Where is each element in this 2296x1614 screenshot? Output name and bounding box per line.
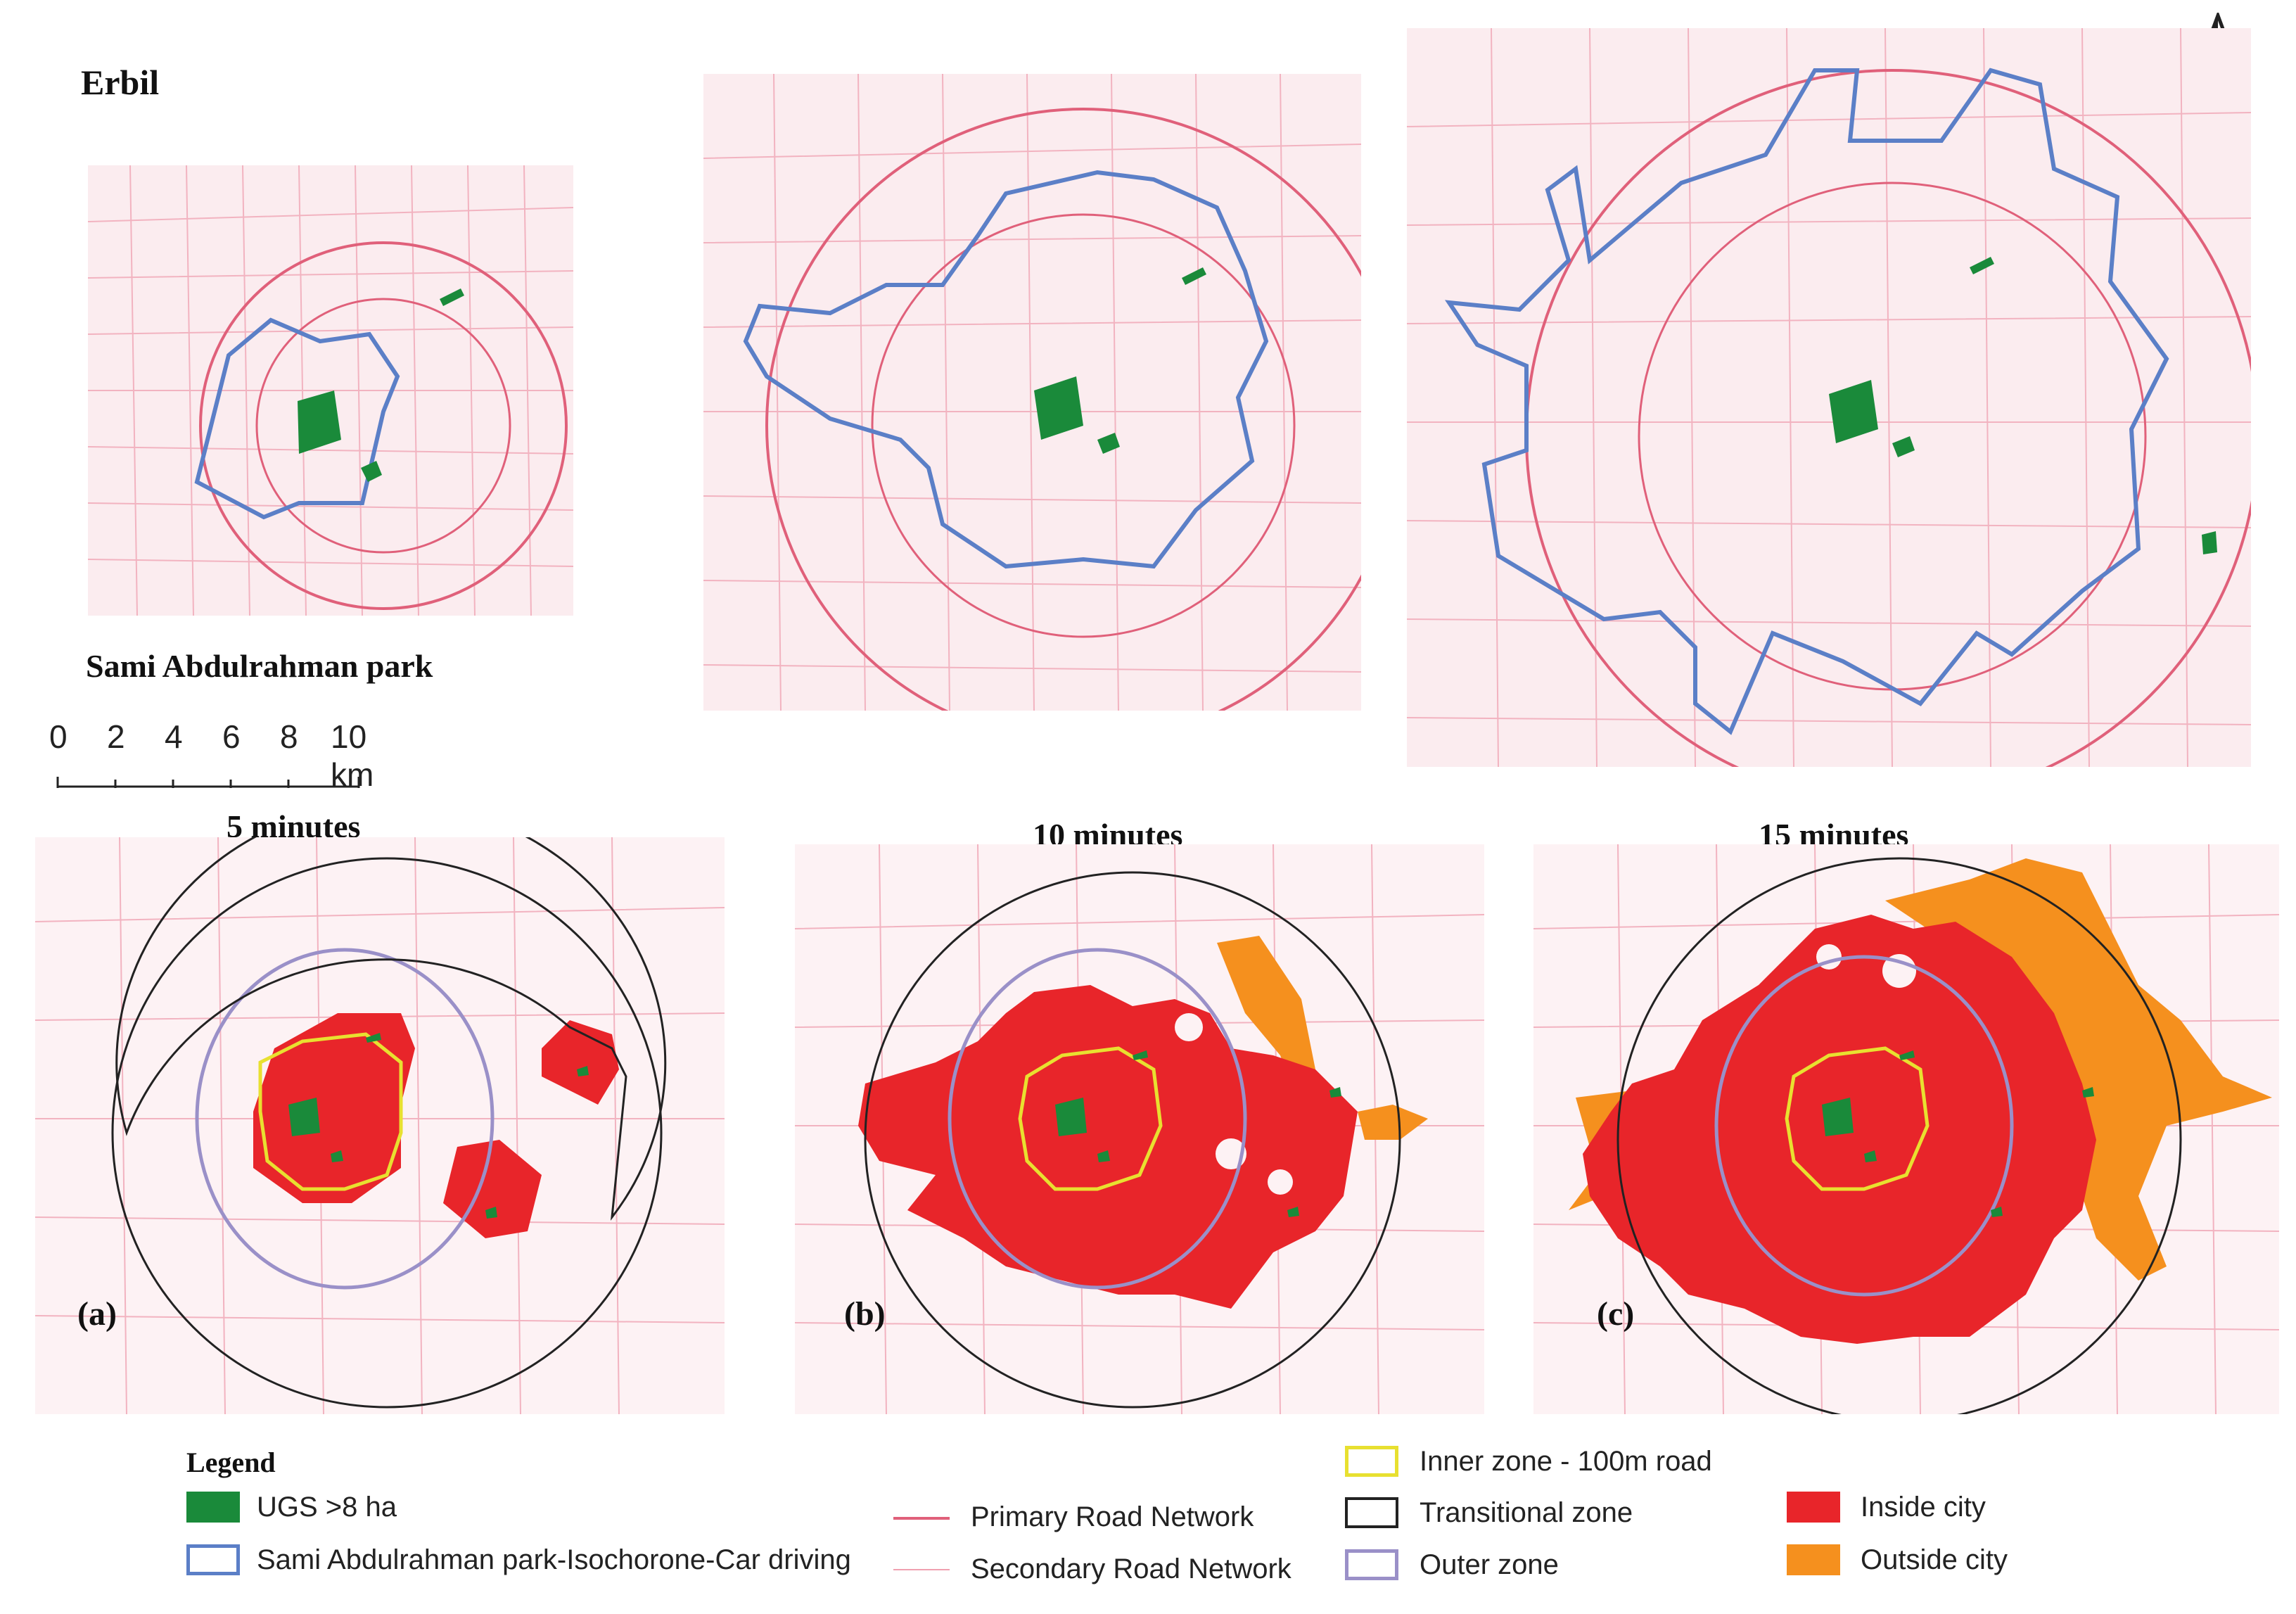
map-zone-c-svg <box>1533 844 2279 1414</box>
map-top-15min-svg <box>1407 28 2251 767</box>
scale-bar-line <box>56 777 360 788</box>
map-zone-b-svg <box>795 844 1484 1414</box>
scale-tick-label: 10 km <box>331 718 374 793</box>
legend-swatch-ugs <box>186 1492 240 1523</box>
map-top-5min-svg <box>88 165 573 616</box>
legend-label-ugs: UGS >8 ha <box>257 1492 397 1523</box>
scale-bar: 0 2 4 6 8 10 km <box>42 718 380 795</box>
scale-tick-label: 8 <box>280 718 298 755</box>
map-zone-a: (a) <box>35 837 725 1414</box>
map-zone-c: (c) <box>1533 844 2279 1414</box>
legend-swatch-transitional-zone <box>1345 1497 1398 1528</box>
legend-swatch-outer-zone <box>1345 1549 1398 1580</box>
legend-title: Legend <box>186 1447 276 1478</box>
map-zone-a-svg <box>35 837 725 1414</box>
legend: Legend UGS >8 ha Sami Abdulrahman park-I… <box>0 1435 2296 1614</box>
legend-swatch-inner-zone <box>1345 1446 1398 1477</box>
legend-label-secondary-road: Secondary Road Network <box>971 1553 1292 1584</box>
city-label: Erbil <box>81 63 160 102</box>
legend-label-outer-zone: Outer zone <box>1420 1549 1559 1580</box>
panel-label-b: (b) <box>844 1295 886 1333</box>
legend-swatch-primary-road <box>893 1517 950 1520</box>
map-zone-b: (b) <box>795 844 1484 1414</box>
map-top-10min-svg <box>703 74 1361 711</box>
legend-label-outside-city: Outside city <box>1861 1544 2008 1575</box>
legend-swatch-outside-city <box>1787 1544 1840 1575</box>
legend-label-primary-road: Primary Road Network <box>971 1501 1254 1532</box>
legend-swatch-isochrone <box>186 1544 240 1575</box>
scale-tick-label: 6 <box>222 718 241 755</box>
legend-label-inside-city: Inside city <box>1861 1492 1986 1523</box>
legend-label-inner-zone: Inner zone - 100m road <box>1420 1446 1712 1477</box>
legend-label-isochrone: Sami Abdulrahman park-Isochorone-Car dri… <box>257 1544 851 1575</box>
legend-label-transitional-zone: Transitional zone <box>1420 1497 1633 1528</box>
legend-swatch-secondary-road <box>893 1569 950 1570</box>
scale-tick-label: 4 <box>165 718 183 755</box>
map-top-15min <box>1407 28 2251 767</box>
panel-label-a: (a) <box>77 1295 117 1333</box>
map-top-10min <box>703 74 1361 711</box>
legend-swatch-inside-city <box>1787 1492 1840 1523</box>
park-label: Sami Abdulrahman park <box>86 648 433 684</box>
map-top-5min <box>88 165 573 616</box>
panel-label-c: (c) <box>1597 1295 1635 1333</box>
scale-tick-label: 2 <box>107 718 125 755</box>
scale-tick-label: 0 <box>49 718 68 755</box>
